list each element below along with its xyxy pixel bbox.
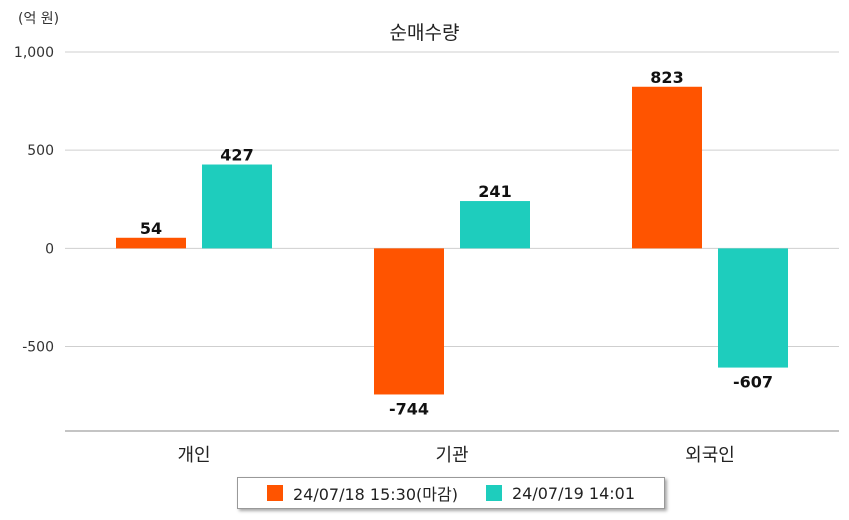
legend-item-series-2[interactable]: 24/07/19 14:01 — [485, 483, 636, 503]
data-label: 241 — [478, 182, 511, 201]
x-tick-label: 개인 — [177, 445, 210, 466]
x-tick-label: 기관 — [435, 445, 468, 466]
bar-1[interactable] — [374, 248, 444, 395]
bar-2[interactable] — [718, 248, 788, 368]
legend: 24/07/18 15:30(마감) 24/07/19 14:01 — [237, 477, 665, 509]
legend-swatch-series-1 — [266, 485, 283, 501]
data-label: -607 — [733, 373, 773, 392]
bar-2[interactable] — [460, 201, 530, 249]
bar-1[interactable] — [116, 237, 186, 249]
bar-1[interactable] — [632, 86, 702, 249]
legend-label-series-2: 24/07/19 14:01 — [511, 483, 636, 503]
y-tick-label: 0 — [45, 241, 54, 257]
y-tick-label: 500 — [27, 143, 54, 159]
legend-label-series-1: 24/07/18 15:30(마감) — [292, 485, 458, 504]
data-label: 54 — [140, 219, 162, 238]
data-label: 427 — [220, 146, 253, 165]
legend-swatch-series-2 — [485, 485, 502, 501]
x-tick-label: 외국인 — [685, 445, 735, 466]
data-label: -744 — [389, 399, 429, 418]
y-tick-label: 1,000 — [14, 45, 54, 61]
bar-2[interactable] — [202, 164, 272, 249]
chart-title: 순매수량 — [389, 22, 460, 44]
unit-label: (억 원) — [18, 11, 60, 27]
data-label: 823 — [650, 68, 683, 87]
y-tick-label: -500 — [22, 340, 54, 356]
legend-item-series-1[interactable]: 24/07/18 15:30(마감) — [266, 481, 458, 505]
